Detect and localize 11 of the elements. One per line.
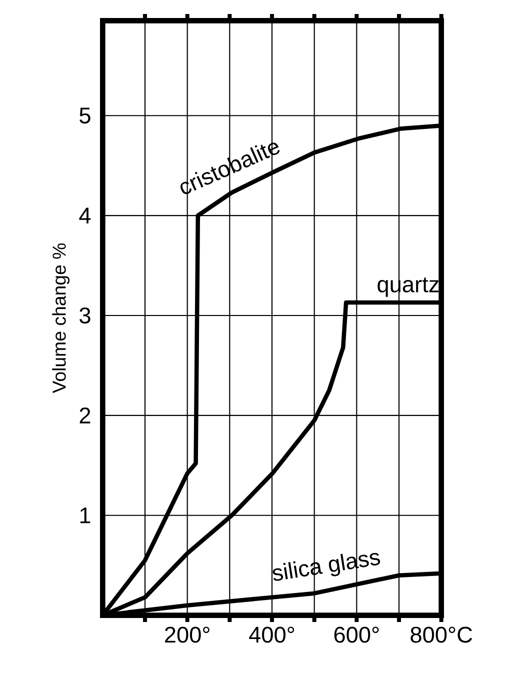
- y-axis-title: Volume change %: [52, 243, 70, 394]
- y-tick-label: 2: [80, 408, 90, 424]
- y-tick-label: 4: [79, 208, 91, 224]
- x-tick-label: 400°: [249, 626, 294, 643]
- x-tick-label: 200°: [165, 626, 210, 643]
- y-tick-label: 5: [80, 108, 90, 124]
- text: silica glass: [272, 552, 380, 581]
- y-tick-label: 3: [80, 307, 90, 324]
- x-tick-label: 800°C: [410, 626, 472, 643]
- x-tick-label: 600°: [334, 626, 379, 643]
- y-tick-label: 1: [80, 508, 90, 524]
